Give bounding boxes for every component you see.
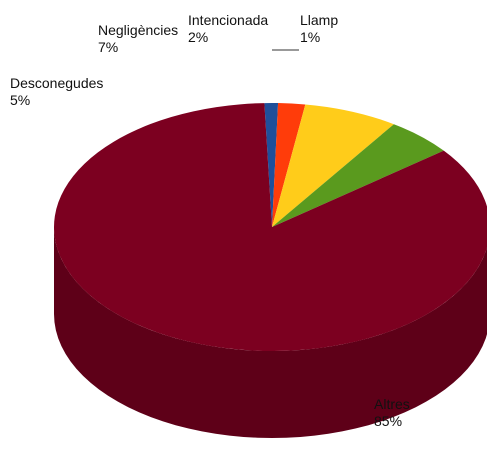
- slice-side-altres: [54, 227, 487, 438]
- slice-label-altres: Altres 85%: [374, 396, 410, 430]
- pie-sides: [54, 227, 487, 438]
- slice-intencionada: [272, 103, 306, 227]
- slice-negligencies: [272, 104, 394, 227]
- slice-label-desconegudes-value: 5%: [10, 92, 31, 108]
- slice-label-intencionada-name: Intencionada: [188, 12, 269, 28]
- slice-label-negligencies: Negligències 7%: [98, 22, 178, 56]
- slice-label-llamp: Llamp 1%: [300, 12, 338, 46]
- slice-label-negligencies-value: 7%: [98, 39, 119, 55]
- slice-label-altres-name: Altres: [374, 396, 410, 412]
- slice-label-llamp-value: 1%: [300, 29, 321, 45]
- slice-label-desconegudes: Desconegudes 5%: [10, 75, 103, 109]
- pie-slices: [54, 103, 487, 351]
- slice-label-llamp-name: Llamp: [300, 12, 339, 28]
- slice-label-negligencies-name: Negligències: [98, 22, 179, 38]
- slice-label-desconegudes-name: Desconegudes: [10, 75, 104, 91]
- slice-label-intencionada: Intencionada 2%: [188, 12, 268, 46]
- slice-llamp: [264, 103, 279, 227]
- slice-desconegudes: [272, 124, 444, 227]
- slice-altres: [54, 103, 487, 351]
- slice-label-altres-value: 85%: [374, 413, 403, 429]
- slice-label-intencionada-value: 2%: [188, 29, 209, 45]
